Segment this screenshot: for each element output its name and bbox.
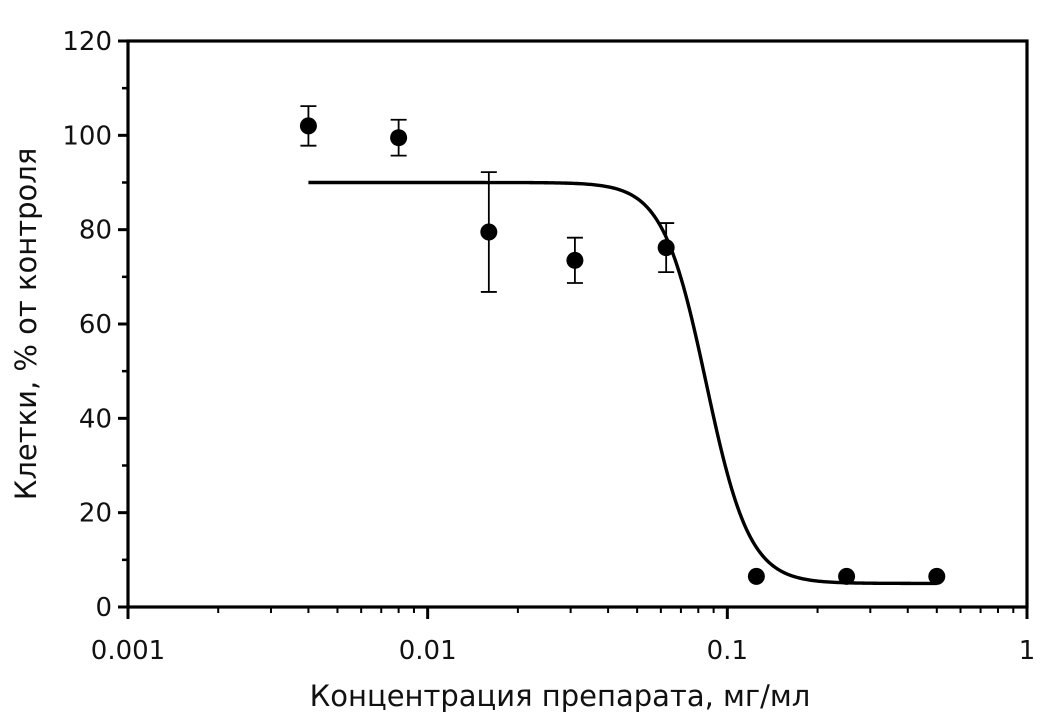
y-tick-label: 100 — [62, 121, 112, 151]
y-axis-title: Клетки, % от контроля — [9, 148, 43, 501]
data-point — [657, 239, 675, 257]
error-bars — [300, 105, 675, 293]
fit-curve-layer — [308, 180, 937, 586]
x-axis-ticks: 0.001 0.01 0.1 1 — [91, 607, 1035, 666]
y-tick-label: 40 — [79, 404, 112, 434]
x-tick-label: 0.1 — [707, 636, 748, 666]
x-tick-label: 1 — [1019, 636, 1036, 666]
y-tick-label: 120 — [62, 27, 112, 57]
x-axis-title: Концентрация препарата, мг/мл — [310, 679, 811, 713]
data-point — [566, 251, 584, 269]
data-point — [747, 567, 765, 585]
data-point — [838, 567, 856, 585]
data-point — [480, 223, 498, 241]
sigmoid-fit-line — [308, 180, 937, 586]
y-tick-label: 0 — [95, 593, 112, 623]
data-points — [299, 117, 946, 585]
x-tick-label: 0.001 — [91, 636, 165, 666]
data-point — [390, 129, 408, 147]
y-axis-ticks: 0 20 40 60 80 100 120 — [62, 27, 128, 623]
y-tick-label: 80 — [79, 216, 112, 246]
plot-frame — [126, 39, 1029, 609]
x-tick-label: 0.01 — [399, 636, 457, 666]
data-point — [299, 117, 317, 135]
y-tick-label: 60 — [79, 310, 112, 340]
y-tick-label: 20 — [79, 499, 112, 529]
data-point — [928, 567, 946, 585]
